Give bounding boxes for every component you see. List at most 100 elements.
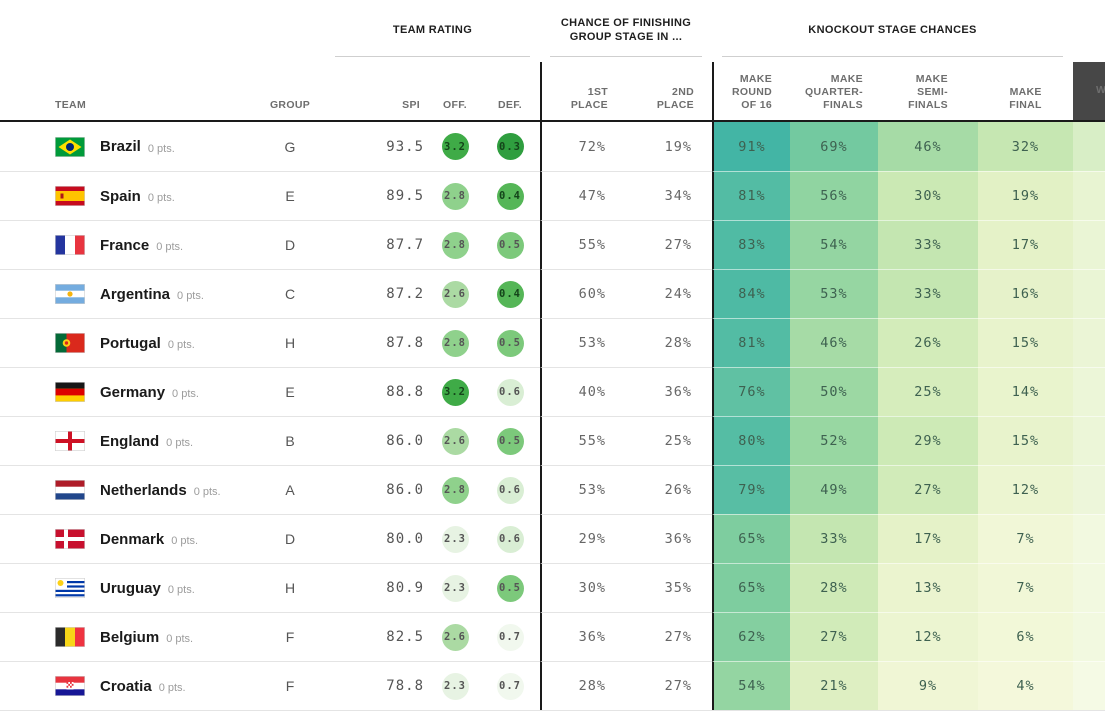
make-quarterfinals-value: 69% — [790, 122, 878, 171]
column-header-1st-place[interactable]: 1ST PLACE — [540, 62, 626, 120]
column-header-spi[interactable]: SPI — [402, 98, 420, 111]
header-span-knockout-chances: KNOCKOUT STAGE CHANCES — [712, 0, 1073, 62]
flag-icon-spain — [55, 186, 85, 206]
team-name: Brazil — [100, 138, 141, 155]
flag-icon-argentina — [55, 284, 85, 304]
table-row: Belgium 0 pts. F 82.5 2.6 0.7 36% 27% 62% 27% 12% 6… — [0, 612, 1105, 661]
group-cell: E — [255, 171, 325, 220]
win-world-cup-cell-partial — [1073, 367, 1105, 416]
make-semifinals-value: 13% — [878, 563, 978, 612]
make-quarterfinals-value: 56% — [790, 171, 878, 220]
def-rating-cell: 0.6 — [480, 465, 540, 514]
column-header-win-world-cup-partial[interactable]: W — [1073, 62, 1105, 120]
make-quarterfinals-value: 53% — [790, 269, 878, 318]
off-rating-badge: 3.2 — [441, 378, 469, 406]
column-header-2nd-place[interactable]: 2ND PLACE — [656, 85, 694, 111]
table-row: Denmark 0 pts. D 80.0 2.3 0.6 29% 36% 65% 33% 17% 7… — [0, 514, 1105, 563]
make-semifinals-value: 27% — [878, 465, 978, 514]
column-header-team[interactable]: TEAM — [55, 98, 87, 111]
make-quarterfinals-value: 21% — [790, 661, 878, 710]
off-rating-cell: 2.8 — [430, 220, 480, 269]
team-name: Denmark — [100, 530, 165, 548]
off-rating-cell: 3.2 — [430, 122, 480, 171]
second-place-value: 28% — [626, 318, 712, 367]
off-rating-badge: 2.3 — [441, 525, 469, 553]
make-semifinals-value: 26% — [878, 318, 978, 367]
header-span-group-stage-chance: CHANCE OF FINISHING GROUP STAGE IN ... — [540, 0, 712, 62]
spi-value: 78.8 — [325, 661, 430, 710]
table-row: Brazil 0 pts. G 93.5 3.2 0.3 72% 19% 91% 69% 46% 32… — [0, 122, 1105, 171]
win-world-cup-cell-partial — [1073, 465, 1105, 514]
make-round-of-16-value: 83% — [712, 220, 790, 269]
team-name: Portugal — [100, 334, 161, 352]
make-round-of-16-value: 80% — [712, 416, 790, 465]
group-cell: D — [255, 514, 325, 563]
make-final-value: 14% — [978, 367, 1073, 416]
team-points: 0 pts. — [177, 290, 204, 302]
second-place-value: 24% — [626, 269, 712, 318]
first-place-value: 47% — [540, 171, 626, 220]
off-rating-badge: 2.6 — [441, 280, 469, 308]
team-points: 0 pts. — [147, 142, 175, 155]
team-points: 0 pts. — [172, 388, 199, 400]
column-header-def[interactable]: DEF. — [497, 98, 522, 111]
make-final-value: 19% — [978, 171, 1073, 220]
off-rating-badge: 2.6 — [441, 623, 469, 651]
column-header-off[interactable]: OFF. — [442, 98, 467, 111]
off-rating-cell: 2.3 — [430, 514, 480, 563]
make-semifinals-value: 30% — [878, 171, 978, 220]
group-cell: F — [255, 612, 325, 661]
make-semifinals-value: 33% — [878, 220, 978, 269]
def-rating-cell: 0.6 — [480, 514, 540, 563]
first-place-value: 28% — [540, 661, 626, 710]
spi-value: 80.9 — [325, 563, 430, 612]
make-round-of-16-value: 91% — [712, 122, 790, 171]
first-place-value: 40% — [540, 367, 626, 416]
make-final-value: 32% — [978, 122, 1073, 171]
make-quarterfinals-value: 27% — [790, 612, 878, 661]
flag-icon-france — [55, 235, 85, 255]
team-cell: Croatia 0 pts. — [0, 661, 255, 710]
flag-icon-germany — [55, 382, 85, 402]
make-round-of-16-value: 81% — [712, 171, 790, 220]
flag-icon-england — [55, 431, 85, 451]
make-final-value: 15% — [978, 318, 1073, 367]
team-points: 0 pts. — [147, 192, 175, 204]
off-rating-cell: 2.3 — [430, 563, 480, 612]
make-round-of-16-value: 62% — [712, 612, 790, 661]
column-header-make-round-of-16[interactable]: MAKE ROUND OF 16 — [712, 62, 790, 120]
make-quarterfinals-value: 49% — [790, 465, 878, 514]
off-rating-badge: 2.8 — [441, 231, 469, 259]
column-header-make-quarterfinals[interactable]: MAKE QUARTER- FINALS — [805, 72, 863, 111]
win-world-cup-cell-partial — [1073, 612, 1105, 661]
column-header-make-final[interactable]: MAKE FINAL — [1009, 85, 1042, 111]
spi-value: 89.5 — [325, 171, 430, 220]
flag-icon-denmark — [55, 529, 85, 549]
spi-value: 88.8 — [325, 367, 430, 416]
first-place-value: 30% — [540, 563, 626, 612]
first-place-value: 29% — [540, 514, 626, 563]
second-place-value: 27% — [626, 220, 712, 269]
def-rating-badge: 0.5 — [496, 574, 524, 602]
make-final-value: 17% — [978, 220, 1073, 269]
group-cell: D — [255, 220, 325, 269]
second-place-value: 36% — [626, 514, 712, 563]
def-rating-badge: 0.7 — [496, 623, 524, 651]
spi-value: 86.0 — [325, 416, 430, 465]
win-world-cup-cell-partial — [1073, 661, 1105, 710]
table-row: Portugal 0 pts. H 87.8 2.8 0.5 53% 28% 81% 46% 26%… — [0, 318, 1105, 367]
def-rating-cell: 0.5 — [480, 318, 540, 367]
make-round-of-16-value: 81% — [712, 318, 790, 367]
first-place-value: 55% — [540, 220, 626, 269]
second-place-value: 25% — [626, 416, 712, 465]
table-row: France 0 pts. D 87.7 2.8 0.5 55% 27% 83% 54% 33% 17… — [0, 220, 1105, 269]
team-points: 0 pts. — [167, 584, 195, 596]
def-rating-cell: 0.7 — [480, 612, 540, 661]
spi-value: 87.7 — [325, 220, 430, 269]
column-header-make-semifinals[interactable]: MAKE SEMI- FINALS — [908, 72, 948, 111]
make-quarterfinals-value: 54% — [790, 220, 878, 269]
team-cell: Germany 0 pts. — [0, 367, 255, 416]
def-rating-cell: 0.7 — [480, 661, 540, 710]
column-header-group[interactable]: GROUP — [269, 98, 311, 111]
